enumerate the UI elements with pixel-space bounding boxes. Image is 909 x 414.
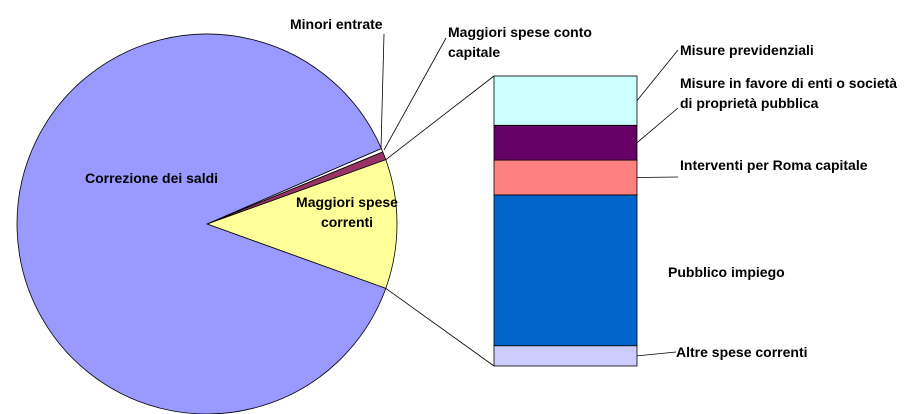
bar-segment: [493, 345, 638, 367]
leader-line: [636, 49, 679, 101]
leader-line: [636, 176, 679, 178]
connector: [385, 288, 495, 367]
pie-label: Maggiori spese conto capitale: [448, 24, 592, 60]
bar-label: Pubblico impiego: [668, 264, 785, 280]
connector: [385, 75, 495, 160]
pie-slice: [205, 159, 398, 289]
leader-line: [636, 107, 679, 144]
leader-line: [636, 351, 677, 357]
bar-segment: [493, 75, 638, 126]
pie-slice: [16, 33, 387, 414]
leader-line: [380, 33, 385, 149]
bar-segment: [493, 159, 638, 196]
bar-label: Misure previdenziali: [680, 42, 814, 58]
bar-segment: [493, 194, 638, 347]
leader-line: [383, 37, 447, 151]
pie-label: Maggiori spese correnti: [296, 194, 398, 230]
bar-label: Interventi per Roma capitale: [680, 157, 868, 173]
bar-label: Misure in favore di enti o società di pr…: [680, 75, 898, 111]
bar-segment: [493, 124, 638, 161]
pie-label: Correzione dei saldi: [85, 170, 219, 186]
pie-label: Minori entrate: [290, 16, 383, 32]
bar-label: Altre spese correnti: [676, 344, 808, 360]
